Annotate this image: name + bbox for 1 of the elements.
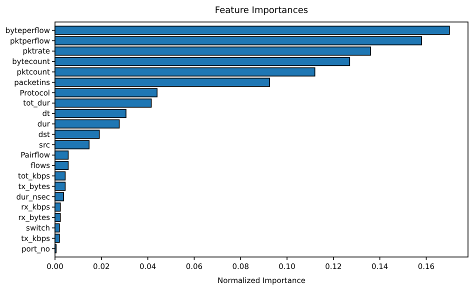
chart-title: Feature Importances <box>214 6 308 16</box>
